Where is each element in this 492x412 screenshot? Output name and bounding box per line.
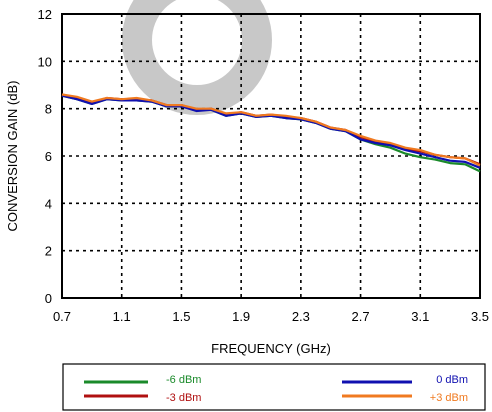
legend-label: -3 dBm [166,392,201,404]
legend-label: 0 dBm [436,374,468,386]
x-tick-label: 1.1 [113,309,131,324]
y-tick-label: 12 [38,7,52,22]
plot-frame [61,13,481,299]
series-line-6dbm [61,94,481,173]
y-axis-title: CONVERSION GAIN (dB) [5,81,20,232]
x-tick-label: 1.5 [172,309,190,324]
series-line-3dbm [61,93,481,167]
series-lines [61,93,481,173]
legend-box [62,363,486,411]
legend-label: -6 dBm [166,374,201,386]
y-tick-label: 0 [45,291,52,306]
y-tick-label: 4 [45,196,52,211]
x-tick-label: 3.1 [411,309,429,324]
series-line-0dbm [61,94,481,169]
x-tick-label: 1.9 [232,309,250,324]
y-tick-label: 10 [38,54,52,69]
legend: -6 dBm -3 dBm 0 dBm +3 dBm [84,374,468,404]
donut-watermark-icon [122,0,272,115]
x-tick-label: 2.7 [352,309,370,324]
x-axis-title: FREQUENCY (GHz) [211,341,331,356]
y-tick-label: 2 [45,244,52,259]
x-tick-label: 2.3 [292,309,310,324]
y-tick-label: 8 [45,102,52,117]
x-tick-label: 0.7 [53,309,71,324]
x-tick-labels: 0.7 1.1 1.5 1.9 2.3 2.7 3.1 3.5 [53,309,489,324]
y-tick-labels: 0 2 4 6 8 10 12 [38,7,52,306]
grid-lines [62,14,480,298]
legend-label: +3 dBm [430,392,468,404]
x-tick-label: 3.5 [471,309,489,324]
y-tick-label: 6 [45,149,52,164]
